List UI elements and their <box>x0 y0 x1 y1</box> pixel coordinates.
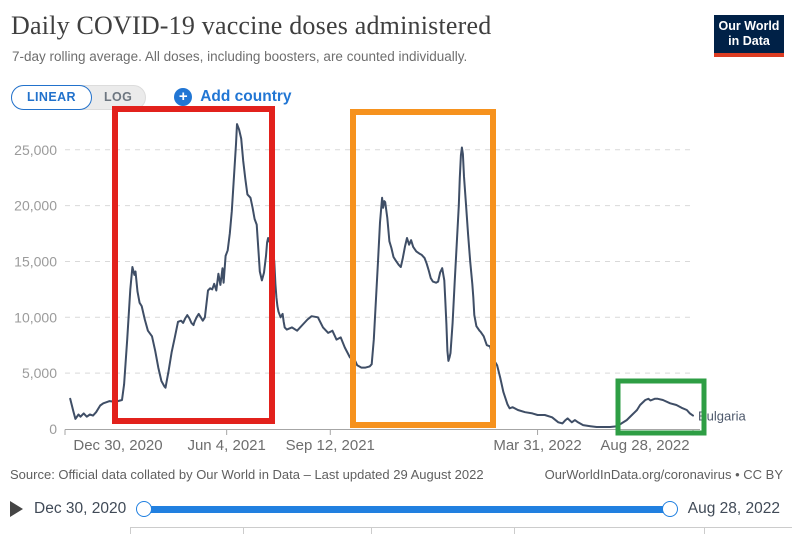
timeline-start-date: Dec 30, 2020 <box>34 500 127 517</box>
table-column-divider <box>371 528 372 534</box>
add-country-button[interactable]: + Add country <box>174 88 292 106</box>
y-axis-tick-label: 0 <box>49 421 57 437</box>
timeline: Dec 30, 2020 Aug 28, 2022 <box>10 494 780 524</box>
table-column-divider <box>243 528 244 534</box>
annotation-box-red <box>112 106 275 424</box>
x-axis-tick-label: Dec 30, 2020 <box>73 437 162 454</box>
owid-logo-line2: in Data <box>728 34 770 49</box>
play-icon[interactable] <box>10 501 23 517</box>
chart-footer: Source: Official data collated by Our Wo… <box>10 467 783 482</box>
y-axis-tick-label: 10,000 <box>14 309 57 325</box>
entity-label: Bulgaria <box>698 409 746 424</box>
owid-logo-red-strip <box>714 52 784 57</box>
owid-logo-line1: Our World <box>718 19 780 33</box>
x-axis-tick-label: Jun 4, 2021 <box>187 437 265 454</box>
timeline-start-handle[interactable] <box>136 501 153 517</box>
source-note: Source: Official data collated by Our Wo… <box>10 467 484 482</box>
y-axis-tick-label: 15,000 <box>14 253 57 269</box>
table-column-divider <box>514 528 515 534</box>
annotation-box-green <box>615 378 707 436</box>
y-axis-tick-label: 25,000 <box>14 142 57 158</box>
scale-toggle: LINEAR LOG <box>11 84 147 110</box>
owid-logo-text: Our World in Data <box>714 15 784 53</box>
plus-icon: + <box>174 88 193 106</box>
timeline-selected-range[interactable] <box>144 506 670 513</box>
chart-subtitle: 7-day rolling average. All doses, includ… <box>12 49 468 64</box>
series-line-bulgaria <box>69 123 694 428</box>
timeline-slider[interactable] <box>136 498 678 520</box>
credit-link[interactable]: OurWorldInData.org/coronavirus • CC BY <box>544 467 783 482</box>
chart-controls: LINEAR LOG + Add country <box>11 84 292 110</box>
annotation-box-orange <box>350 109 496 428</box>
timeline-end-handle[interactable] <box>661 501 678 517</box>
x-axis-tick-label: Aug 28, 2022 <box>600 437 689 454</box>
y-axis-tick-label: 5,000 <box>22 365 57 381</box>
data-table-top-edge <box>130 527 792 534</box>
table-column-divider <box>130 528 131 534</box>
x-axis-tick-label: Sep 12, 2021 <box>286 437 375 454</box>
timeline-end-date: Aug 28, 2022 <box>687 500 780 517</box>
table-column-divider <box>704 528 705 534</box>
x-axis-tick-label: Mar 31, 2022 <box>493 437 581 454</box>
page-title: Daily COVID-19 vaccine doses administere… <box>11 11 492 40</box>
log-scale-button[interactable]: LOG <box>91 86 145 109</box>
owid-logo[interactable]: Our World in Data <box>714 15 784 57</box>
add-country-label: Add country <box>200 88 292 105</box>
y-axis-tick-label: 20,000 <box>14 198 57 214</box>
linear-scale-button[interactable]: LINEAR <box>11 84 92 110</box>
